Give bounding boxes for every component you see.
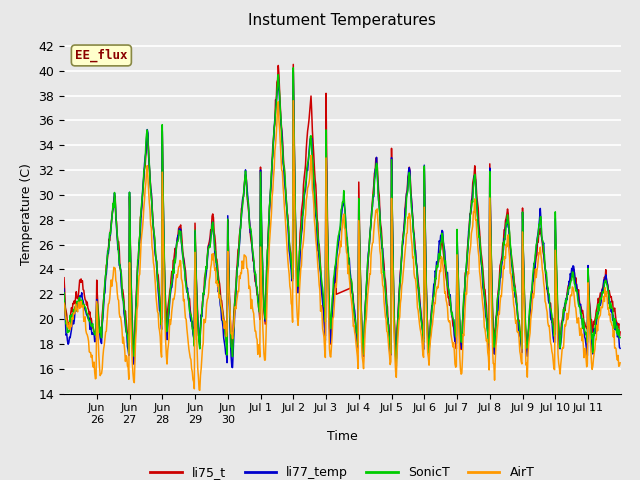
Legend: li75_t, li77_temp, SonicT, AirT: li75_t, li77_temp, SonicT, AirT bbox=[145, 461, 540, 480]
X-axis label: Time: Time bbox=[327, 431, 358, 444]
Y-axis label: Temperature (C): Temperature (C) bbox=[20, 163, 33, 264]
Text: EE_flux: EE_flux bbox=[75, 49, 127, 62]
Title: Instument Temperatures: Instument Temperatures bbox=[248, 13, 436, 28]
